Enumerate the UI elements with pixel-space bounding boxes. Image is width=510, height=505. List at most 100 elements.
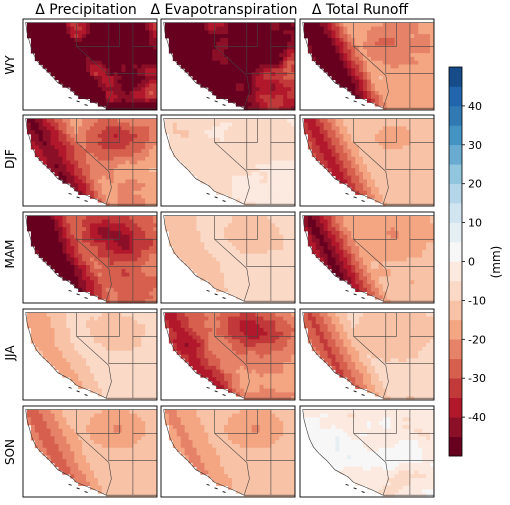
field-cell [414, 64, 419, 69]
field-cell [239, 141, 245, 146]
field-cell [90, 261, 95, 266]
field-cell [129, 41, 134, 46]
field-cell [319, 53, 325, 58]
field-cell [192, 219, 197, 224]
field-cell [410, 122, 415, 127]
field-cell [267, 272, 272, 277]
field-cell [204, 133, 209, 139]
field-cell [235, 126, 241, 131]
field-cell [113, 26, 118, 31]
field-cell [192, 215, 197, 220]
field-cell [406, 183, 411, 188]
field-cell [378, 68, 384, 73]
field-cell [414, 187, 419, 192]
field-cell [378, 175, 384, 180]
field-cell [418, 164, 423, 169]
field-cell [82, 156, 87, 161]
field-cell [370, 72, 376, 77]
field-cell [315, 49, 321, 54]
field-cell [275, 83, 280, 88]
field-cell [42, 152, 48, 158]
field-cell [370, 126, 376, 131]
field-cell [117, 60, 122, 65]
field-cell [410, 41, 415, 46]
field-cell [319, 145, 325, 150]
field-cell [129, 257, 134, 262]
field-cell [208, 261, 213, 266]
field-cell [66, 175, 71, 180]
field-cell [259, 68, 264, 73]
field-cell [239, 268, 245, 274]
field-cell [374, 126, 380, 131]
field-cell [319, 26, 325, 31]
field-cell [50, 152, 55, 158]
field-cell [62, 246, 67, 251]
field-cell [204, 145, 209, 150]
state-border [385, 118, 434, 170]
field-cell [97, 45, 103, 50]
field-cell [251, 87, 256, 92]
field-cell [145, 268, 150, 274]
field-cell [386, 83, 392, 88]
field-cell [62, 30, 67, 35]
field-cell [315, 130, 321, 135]
field-cell [105, 179, 111, 184]
field-cell [279, 246, 284, 251]
field-cell [224, 133, 229, 139]
field-cell [291, 219, 295, 224]
field-cell [220, 219, 225, 224]
field-cell [145, 30, 150, 35]
field-cell [243, 118, 249, 123]
field-cell [224, 268, 229, 274]
field-cell [86, 137, 91, 142]
field-cell [224, 64, 229, 69]
field-cell [382, 45, 388, 50]
field-cell [86, 56, 91, 62]
island-mark [68, 96, 72, 99]
field-cell [378, 149, 384, 154]
field-cell [153, 268, 157, 274]
field-cell [34, 53, 40, 58]
field-cell [339, 160, 344, 165]
field-cell [141, 45, 146, 50]
field-cell [117, 94, 122, 100]
field-cell [141, 246, 146, 251]
field-cell [54, 130, 59, 135]
field-cell [208, 160, 213, 165]
field-cell [38, 30, 44, 35]
field-cell [58, 34, 63, 39]
field-cell [97, 219, 103, 224]
field-cell [378, 30, 384, 35]
field-cell [180, 160, 186, 165]
field-cell [50, 168, 55, 173]
field-cell [323, 145, 328, 150]
field-cell [125, 87, 130, 92]
field-cell [42, 242, 48, 247]
field-cell [255, 179, 260, 184]
field-cell [347, 64, 352, 69]
field-cell [105, 276, 111, 281]
field-cell [153, 64, 157, 69]
field-cell [172, 249, 178, 255]
field-cell [149, 190, 154, 196]
field-cell [279, 26, 284, 31]
field-cell [239, 246, 245, 251]
field-cell [74, 75, 79, 81]
state-border [214, 118, 250, 205]
field-cell [101, 26, 107, 31]
field-cell [133, 242, 138, 247]
field-cell [101, 56, 107, 62]
field-cell [327, 168, 332, 173]
field-cell [145, 280, 150, 285]
field-cell [101, 37, 107, 43]
field-cell [196, 215, 201, 220]
field-cell [184, 22, 189, 27]
field-cell [355, 149, 360, 154]
field-cell [149, 253, 154, 258]
field-cell [410, 64, 415, 69]
field-cell [283, 183, 288, 188]
field-cell [251, 238, 256, 243]
field-cell [46, 141, 51, 146]
field-cell [231, 87, 237, 92]
field-cell [86, 26, 91, 31]
